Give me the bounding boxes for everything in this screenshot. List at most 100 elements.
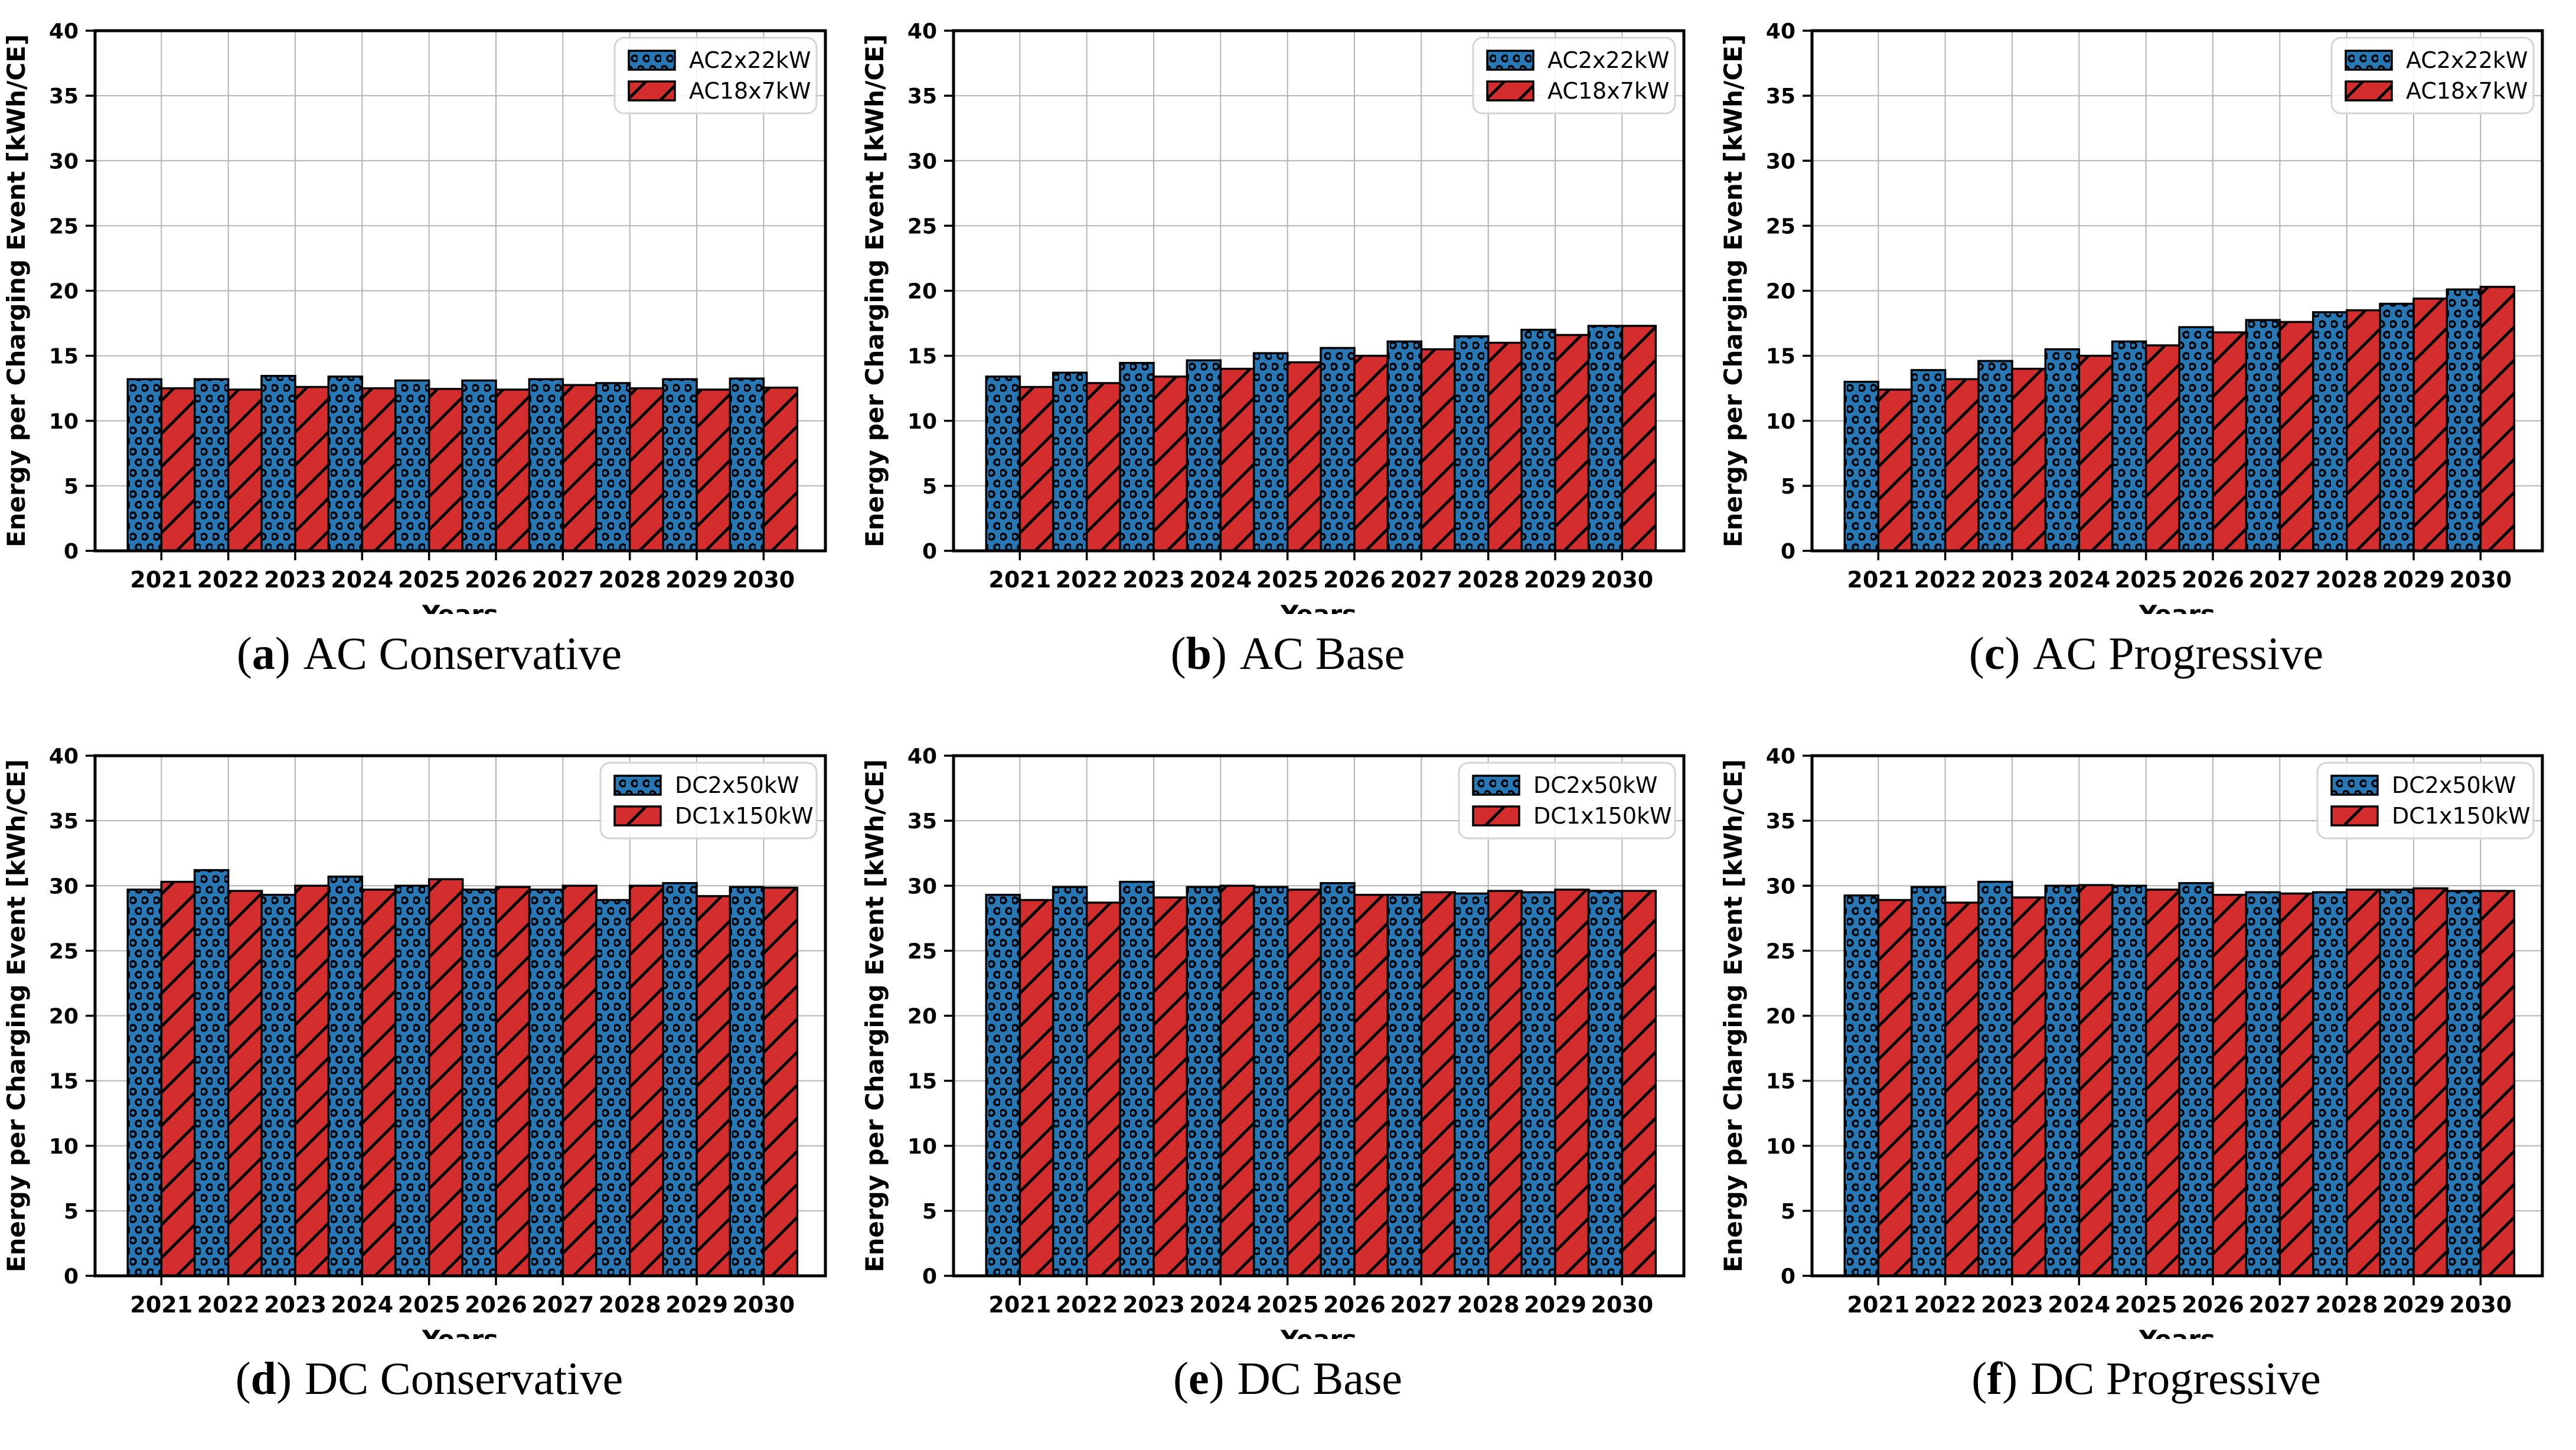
bar-AC18x7kW-2025 (1286, 361, 1323, 552)
legend: DC2x50kW DC1x150kW (599, 762, 818, 840)
bar-AC2x22kW-2030 (2446, 288, 2482, 552)
bar-DC2x50kW-2025 (1252, 886, 1289, 1277)
y-tick-label: 35 (907, 809, 937, 834)
y-tick-label: 35 (49, 809, 79, 834)
panel-d: 0 5 10 15 20 25 30 35 40 2021 2022 2023 2024 2025 2026… (0, 725, 858, 1450)
x-axis-label: Years (422, 600, 498, 614)
y-tick-label: 25 (1766, 214, 1795, 239)
bar-DC1x150kW-2027 (2278, 892, 2315, 1277)
x-tick-label: 2028 (2316, 567, 2378, 593)
panel-f: 0 5 10 15 20 25 30 35 40 2021 2022 2023 2024 2025 2026… (1717, 725, 2575, 1450)
bar-AC18x7kW-2025 (2144, 344, 2181, 552)
bar-AC2x22kW-2024 (2044, 348, 2081, 552)
x-tick-label: 2029 (665, 567, 728, 593)
y-axis-label: Energy per Charging Event [kWh/CE] (860, 759, 889, 1272)
bar-DC1x150kW-2024 (2078, 884, 2114, 1277)
y-tick-label: 0 (1781, 540, 1795, 564)
x-tick-label: 2028 (1457, 567, 1520, 593)
y-tick-label: 10 (907, 1135, 937, 1159)
y-tick-label: 20 (49, 280, 79, 304)
caption-paren-open: ( (1968, 628, 1984, 679)
y-tick-label: 10 (49, 1135, 79, 1159)
caption-letter: a (252, 628, 275, 679)
legend: AC2x22kW AC18x7kW (1472, 37, 1676, 115)
x-tick-label: 2024 (2048, 1292, 2110, 1318)
bar-DC2x50kW-2029 (1520, 891, 1556, 1277)
x-tick-label: 2021 (130, 1292, 192, 1318)
caption-text: AC Base (1239, 628, 1405, 679)
bar-DC2x50kW-2022 (193, 869, 230, 1277)
x-axis-label: Years (1280, 600, 1357, 614)
y-tick-label: 15 (907, 345, 937, 369)
caption-letter: b (1186, 628, 1212, 679)
x-tick-label: 2030 (1591, 567, 1653, 593)
legend: AC2x22kW AC18x7kW (2330, 37, 2535, 115)
caption-c: (c) AC Progressive (1717, 627, 2575, 680)
caption-letter: d (250, 1353, 277, 1404)
bar-AC2x22kW-2022 (193, 378, 230, 552)
x-tick-label: 2029 (1524, 567, 1586, 593)
bar-AC2x22kW-2029 (2379, 302, 2415, 552)
bar-DC2x50kW-2027 (2245, 891, 2281, 1277)
y-tick-label: 0 (1781, 1265, 1795, 1289)
y-tick-label: 20 (1766, 280, 1795, 304)
y-tick-label: 5 (1781, 1200, 1795, 1224)
y-axis-label: Energy per Charging Event [kWh/CE] (1719, 759, 1748, 1272)
x-tick-label: 2030 (2449, 1292, 2512, 1318)
x-axis-label: Years (2138, 1325, 2215, 1339)
bar-DC2x50kW-2021 (1843, 894, 1880, 1277)
legend-swatch-DC2x50kW (2330, 775, 2379, 796)
bar-AC2x22kW-2030 (729, 377, 765, 552)
x-tick-label: 2025 (2115, 567, 2177, 593)
legend-label-AC18x7kW: AC18x7kW (1547, 78, 1669, 104)
bar-DC1x150kW-2022 (227, 890, 263, 1277)
x-tick-label: 2030 (1591, 1292, 1653, 1318)
x-tick-label: 2024 (331, 1292, 393, 1318)
y-tick-label: 35 (49, 84, 79, 109)
legend-swatch-AC18x7kW (628, 80, 676, 102)
legend-label-AC18x7kW: AC18x7kW (689, 78, 811, 104)
bar-AC18x7kW-2028 (628, 387, 665, 552)
tick-marks (1803, 30, 2482, 560)
bar-AC2x22kW-2024 (1186, 359, 1222, 552)
bar-AC2x22kW-2029 (662, 378, 698, 552)
bar-DC1x150kW-2030 (1621, 890, 1657, 1277)
bar-DC1x150kW-2024 (1219, 884, 1256, 1277)
bar-DC2x50kW-2022 (1052, 886, 1088, 1277)
y-tick-label: 0 (64, 1265, 79, 1289)
bars (126, 869, 799, 1277)
bar-AC18x7kW-2028 (1487, 341, 1523, 552)
caption-paren-close: ) (276, 1353, 292, 1404)
x-tick-label: 2026 (2182, 1292, 2244, 1318)
bar-DC2x50kW-2027 (1386, 893, 1423, 1277)
bar-AC18x7kW-2021 (160, 387, 197, 552)
x-tick-label: 2027 (1390, 1292, 1452, 1318)
bar-AC18x7kW-2022 (1085, 382, 1122, 552)
x-tick-label: 2030 (2449, 567, 2512, 593)
bar-DC1x150kW-2028 (628, 884, 665, 1277)
x-tick-label: 2021 (988, 1292, 1051, 1318)
x-tick-label: 2024 (1189, 567, 1252, 593)
x-tick-label: 2023 (264, 567, 327, 593)
bar-DC1x150kW-2026 (2212, 893, 2248, 1277)
y-tick-label: 40 (49, 19, 79, 44)
x-tick-label: 2027 (531, 1292, 594, 1318)
y-tick-label: 20 (49, 1005, 79, 1029)
bar-AC2x22kW-2022 (1052, 371, 1088, 552)
x-tick-label: 2027 (2248, 1292, 2311, 1318)
bar-DC1x150kW-2021 (160, 880, 197, 1277)
y-tick-label: 15 (1766, 345, 1795, 369)
bar-DC2x50kW-2024 (1186, 886, 1222, 1277)
bar-AC2x22kW-2027 (1386, 340, 1423, 552)
y-tick-label: 40 (907, 744, 937, 769)
bar-DC1x150kW-2021 (1877, 899, 1914, 1277)
legend-swatch-DC1x150kW (1472, 805, 1520, 827)
x-tick-label: 2026 (1323, 1292, 1386, 1318)
bar-AC2x22kW-2028 (595, 382, 631, 552)
caption-letter: e (1189, 1353, 1209, 1404)
